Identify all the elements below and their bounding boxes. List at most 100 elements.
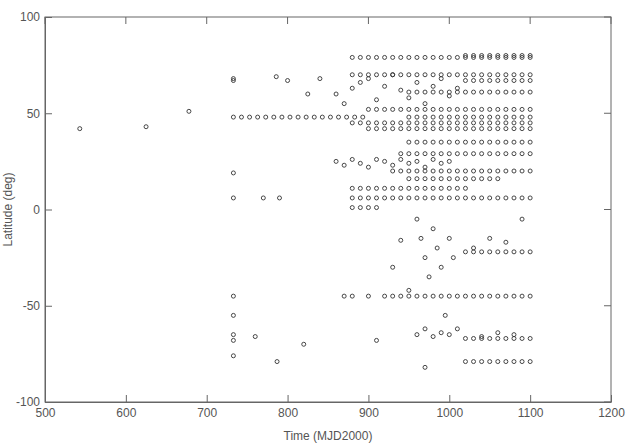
point [306, 92, 310, 96]
x-tick-mark [126, 395, 127, 402]
point [231, 196, 235, 200]
y-tick-mark [45, 17, 52, 18]
x-tick-label: 600 [116, 406, 136, 420]
point [375, 186, 379, 190]
point [431, 152, 435, 156]
point [528, 107, 532, 111]
point [439, 115, 443, 119]
right-tick-mark [604, 209, 611, 210]
point [504, 250, 508, 254]
point [342, 102, 346, 106]
point [472, 127, 476, 131]
point [463, 90, 467, 94]
point [334, 159, 338, 163]
point [512, 294, 516, 298]
point [463, 152, 467, 156]
point [504, 140, 508, 144]
point [399, 238, 403, 242]
point [431, 227, 435, 231]
point [277, 196, 281, 200]
point [407, 115, 411, 119]
point [455, 177, 459, 181]
point [472, 152, 476, 156]
point [480, 121, 484, 125]
point [488, 79, 492, 83]
y-tick-label: -50 [23, 299, 41, 313]
y-tick-label: 0 [33, 203, 40, 217]
point [496, 115, 500, 119]
point [512, 196, 516, 200]
point [528, 54, 532, 58]
point [472, 250, 476, 254]
point [520, 250, 524, 254]
point [455, 140, 459, 144]
point [383, 186, 387, 190]
point [431, 186, 435, 190]
point [407, 288, 411, 292]
point [447, 152, 451, 156]
point [528, 127, 532, 131]
point [520, 336, 524, 340]
point [407, 96, 411, 100]
y-tick: -100 [16, 395, 52, 409]
point [423, 127, 427, 131]
point [463, 336, 467, 340]
x-tick: 1000 [436, 395, 463, 420]
point [504, 294, 508, 298]
point [447, 333, 451, 337]
point [366, 186, 370, 190]
y-tick: 50 [27, 107, 52, 121]
point [256, 115, 260, 119]
point [415, 186, 419, 190]
point [415, 107, 419, 111]
point [415, 127, 419, 131]
x-tick-mark [207, 395, 208, 402]
point [480, 73, 484, 77]
point [391, 55, 395, 59]
point [496, 250, 500, 254]
point [447, 73, 451, 77]
right-tick-mark [604, 113, 611, 114]
point [415, 159, 419, 163]
point [399, 73, 403, 77]
point [358, 186, 362, 190]
point [463, 127, 467, 131]
points [78, 54, 532, 370]
point [423, 73, 427, 77]
point [423, 186, 427, 190]
point [231, 338, 235, 342]
y-tick: 100 [20, 10, 52, 24]
point [447, 115, 451, 119]
x-tick-mark [449, 395, 450, 402]
point [423, 256, 427, 260]
point [488, 177, 492, 181]
point [463, 196, 467, 200]
point [488, 140, 492, 144]
point [455, 152, 459, 156]
point [366, 196, 370, 200]
y-tick-mark [45, 210, 52, 211]
point [407, 55, 411, 59]
point [472, 54, 476, 58]
point [423, 102, 427, 106]
point [488, 107, 492, 111]
point [187, 109, 191, 113]
point [472, 90, 476, 94]
point [431, 115, 435, 119]
point [231, 333, 235, 337]
point [383, 55, 387, 59]
point [504, 240, 508, 244]
point [463, 186, 467, 190]
point [512, 73, 516, 77]
point [280, 115, 284, 119]
point [480, 140, 484, 144]
x-axis-title: Time (MJD2000) [284, 429, 373, 443]
point [488, 121, 492, 125]
point [366, 206, 370, 210]
point [472, 246, 476, 250]
point [350, 206, 354, 210]
point [520, 152, 524, 156]
point [431, 73, 435, 77]
point [447, 127, 451, 131]
point [399, 186, 403, 190]
